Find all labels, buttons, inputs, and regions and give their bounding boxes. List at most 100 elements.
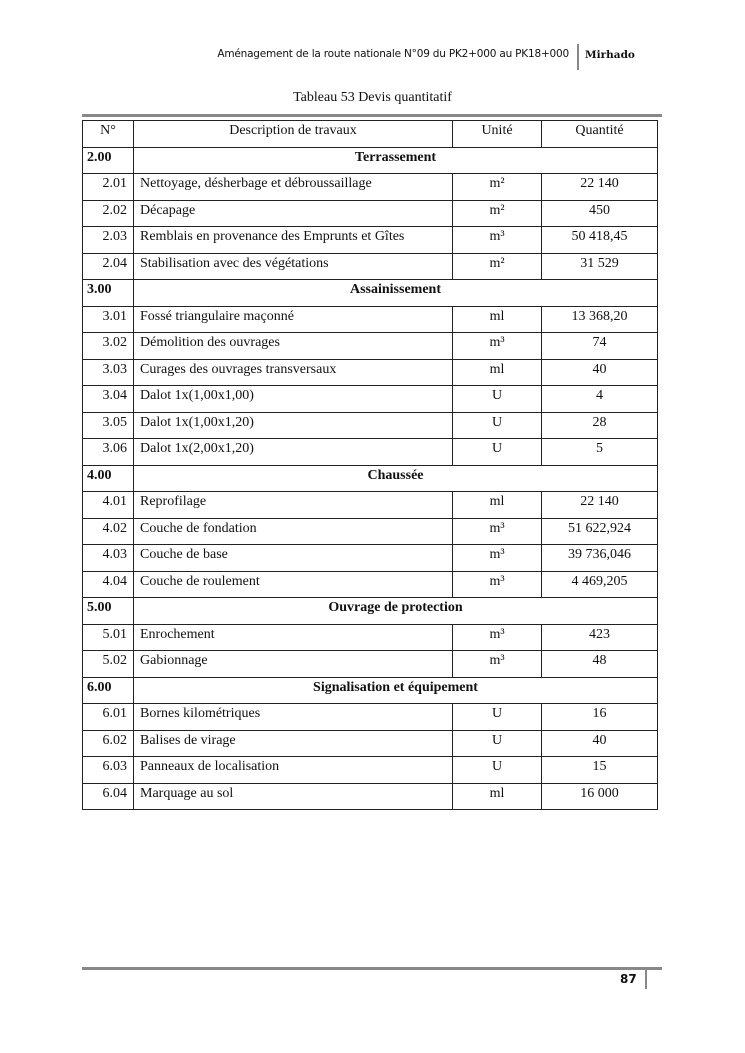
footer-divider xyxy=(645,967,647,989)
item-description: Dalot 1x(1,00x1,00) xyxy=(133,385,453,413)
item-description: Couche de fondation xyxy=(133,517,453,545)
table-row: 5.02 Gabionnage m³ 48 xyxy=(82,650,658,678)
table-row: 3.03 Curages des ouvrages transversaux ml 4… xyxy=(82,358,658,386)
item-quantity: 28 xyxy=(541,411,658,439)
item-unit: m³ xyxy=(452,623,542,651)
table-row: 3.06 Dalot 1x(2,00x1,20) U 5 xyxy=(82,438,658,466)
item-number: 5.02 xyxy=(82,650,134,678)
table-row: 3.05 Dalot 1x(1,00x1,20) U 28 xyxy=(82,411,658,439)
section-title: Ouvrage de protection xyxy=(133,597,658,625)
item-unit: m³ xyxy=(452,650,542,678)
item-description: Bornes kilométriques xyxy=(133,703,453,731)
item-unit: U xyxy=(452,729,542,757)
item-quantity: 15 xyxy=(541,756,658,784)
item-number: 6.01 xyxy=(82,703,134,731)
section-number: 5.00 xyxy=(82,597,134,625)
item-description: Couche de base xyxy=(133,544,453,572)
section-number: 2.00 xyxy=(82,146,134,174)
table-header-row: N° Description de travaux Unité Quantité xyxy=(82,120,658,148)
item-description: Dalot 1x(1,00x1,20) xyxy=(133,411,453,439)
item-description: Remblais en provenance des Emprunts et G… xyxy=(133,226,453,254)
table-row: 4.04 Couche de roulement m³ 4 469,205 xyxy=(82,570,658,598)
item-quantity: 50 418,45 xyxy=(541,226,658,254)
item-number: 3.03 xyxy=(82,358,134,386)
section-number: 3.00 xyxy=(82,279,134,307)
header-rule xyxy=(82,114,662,117)
table-row: 3.02 Démolition des ouvrages m³ 74 xyxy=(82,332,658,360)
column-header: N° xyxy=(82,120,134,148)
table-row: 2.04 Stabilisation avec des végétations m²… xyxy=(82,252,658,280)
item-unit: m³ xyxy=(452,332,542,360)
item-description: Démolition des ouvrages xyxy=(133,332,453,360)
item-quantity: 74 xyxy=(541,332,658,360)
table-row: 6.04 Marquage au sol ml 16 000 xyxy=(82,782,658,810)
item-number: 4.02 xyxy=(82,517,134,545)
item-quantity: 4 xyxy=(541,385,658,413)
item-unit: m³ xyxy=(452,226,542,254)
section-title: Terrassement xyxy=(133,146,658,174)
page-number: 87 xyxy=(620,972,637,986)
item-description: Nettoyage, désherbage et débroussaillage xyxy=(133,173,453,201)
table-caption: Tableau 53 Devis quantitatif xyxy=(293,90,452,105)
header-divider xyxy=(577,44,579,70)
table-row: 2.01 Nettoyage, désherbage et débroussail… xyxy=(82,173,658,201)
item-unit: ml xyxy=(452,491,542,519)
table-row: 4.01 Reprofilage ml 22 140 xyxy=(82,491,658,519)
column-header: Unité xyxy=(452,120,542,148)
item-unit: U xyxy=(452,756,542,784)
item-unit: U xyxy=(452,411,542,439)
item-quantity: 51 622,924 xyxy=(541,517,658,545)
item-quantity: 16 xyxy=(541,703,658,731)
item-number: 2.04 xyxy=(82,252,134,280)
section-row: 4.00 Chaussée xyxy=(82,464,658,492)
item-quantity: 22 140 xyxy=(541,491,658,519)
item-description: Enrochement xyxy=(133,623,453,651)
item-unit: m³ xyxy=(452,544,542,572)
table-row: 6.03 Panneaux de localisation U 15 xyxy=(82,756,658,784)
item-description: Reprofilage xyxy=(133,491,453,519)
item-quantity: 39 736,046 xyxy=(541,544,658,572)
item-unit: ml xyxy=(452,782,542,810)
item-quantity: 423 xyxy=(541,623,658,651)
section-title: Assainissement xyxy=(133,279,658,307)
item-number: 6.02 xyxy=(82,729,134,757)
item-number: 3.02 xyxy=(82,332,134,360)
item-quantity: 40 xyxy=(541,358,658,386)
item-number: 4.01 xyxy=(82,491,134,519)
item-description: Fossé triangulaire maçonné xyxy=(133,305,453,333)
quantity-table: N° Description de travaux Unité Quantité… xyxy=(82,120,658,810)
item-number: 4.04 xyxy=(82,570,134,598)
item-description: Stabilisation avec des végétations xyxy=(133,252,453,280)
table-row: 2.02 Décapage m² 450 xyxy=(82,199,658,227)
item-description: Dalot 1x(2,00x1,20) xyxy=(133,438,453,466)
item-description: Décapage xyxy=(133,199,453,227)
item-unit: m² xyxy=(452,199,542,227)
item-description: Gabionnage xyxy=(133,650,453,678)
item-number: 3.01 xyxy=(82,305,134,333)
section-title: Signalisation et équipement xyxy=(133,676,658,704)
item-quantity: 16 000 xyxy=(541,782,658,810)
item-quantity: 13 368,20 xyxy=(541,305,658,333)
section-row: 2.00 Terrassement xyxy=(82,146,658,174)
item-unit: U xyxy=(452,385,542,413)
item-unit: m² xyxy=(452,252,542,280)
table-row: 3.01 Fossé triangulaire maçonné ml 13 368,2… xyxy=(82,305,658,333)
item-quantity: 31 529 xyxy=(541,252,658,280)
section-title: Chaussée xyxy=(133,464,658,492)
item-number: 6.04 xyxy=(82,782,134,810)
item-description: Curages des ouvrages transversaux xyxy=(133,358,453,386)
item-number: 2.03 xyxy=(82,226,134,254)
item-unit: ml xyxy=(452,358,542,386)
item-number: 5.01 xyxy=(82,623,134,651)
item-number: 4.03 xyxy=(82,544,134,572)
item-number: 3.04 xyxy=(82,385,134,413)
page-header: Aménagement de la route nationale N°09 d… xyxy=(0,44,745,117)
item-unit: m³ xyxy=(452,517,542,545)
item-quantity: 48 xyxy=(541,650,658,678)
item-quantity: 4 469,205 xyxy=(541,570,658,598)
item-description: Balises de virage xyxy=(133,729,453,757)
item-quantity: 22 140 xyxy=(541,173,658,201)
column-header: Description de travaux xyxy=(133,120,453,148)
item-description: Marquage au sol xyxy=(133,782,453,810)
section-row: 5.00 Ouvrage de protection xyxy=(82,597,658,625)
